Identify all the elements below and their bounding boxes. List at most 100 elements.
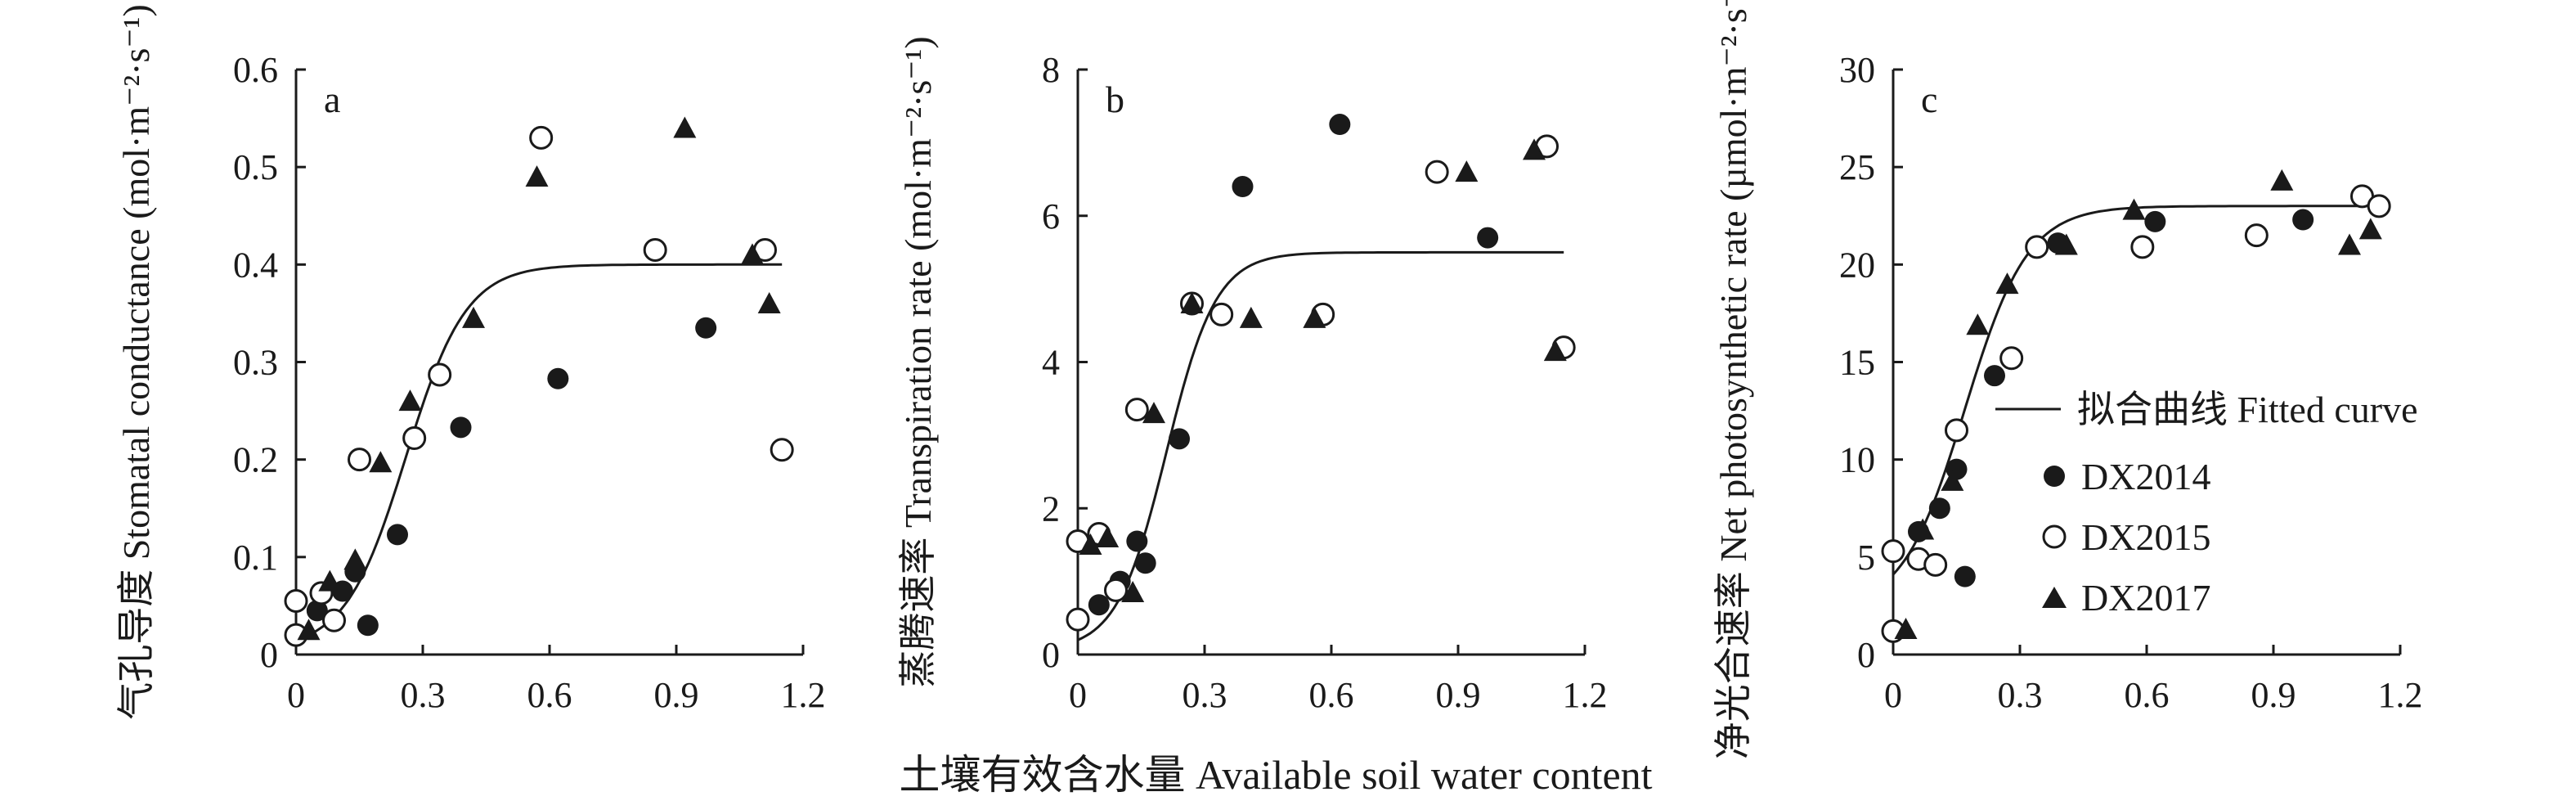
panel-letter: a: [324, 79, 340, 120]
dx2017-point: [673, 116, 697, 138]
dx2017-point: [525, 165, 549, 187]
dx2015-point: [2025, 235, 2049, 259]
dx2017-point: [2358, 218, 2382, 240]
x-tick-label: 0.6: [527, 675, 572, 715]
dx2014-point: [1329, 114, 1351, 136]
y-tick-label: 10: [1839, 440, 1875, 480]
y-tick-label: 2: [1042, 488, 1060, 529]
y-tick-label: 0.5: [233, 147, 278, 187]
x-tick-label: 1.2: [781, 675, 826, 715]
dx2017-point: [297, 619, 321, 641]
dx2015-point: [2367, 194, 2391, 218]
dx2015-point: [348, 448, 371, 472]
dx2017-point: [1995, 272, 2019, 295]
y-tick-label: 15: [1839, 343, 1875, 383]
x-tick-label: 0: [1069, 675, 1087, 715]
dx2015-point: [322, 608, 346, 632]
panel-letter: c: [1921, 79, 1937, 120]
dx2017-point: [1941, 469, 1964, 491]
dx2015-point: [1209, 302, 1234, 326]
legend-dx2014-marker: [2044, 466, 2065, 487]
dx2015-point: [2244, 223, 2269, 248]
dx2017-point: [369, 451, 393, 473]
legend-dx2017-marker: [2042, 587, 2067, 608]
dx2014-point: [547, 367, 569, 389]
chart-panel-c: 0 5 10 15 20 25 30 0 0.3 0.6 0.9 1.2 c 净光合速率 Net phot…: [1712, 0, 2423, 759]
dx2017-point: [1543, 340, 1567, 362]
dx2014-point: [695, 317, 717, 339]
x-tick-label: 0: [1884, 675, 1902, 715]
dx2017-point: [2122, 198, 2146, 220]
dx2017-point: [757, 292, 781, 313]
y-tick-label: 0.6: [233, 50, 278, 90]
dx2015-point: [1124, 398, 1149, 422]
x-tick-label: 0.3: [1183, 675, 1227, 715]
x-axis-label: 土壤有效含水量 Available soil water content: [899, 752, 1652, 798]
dx2017-point: [2270, 169, 2294, 191]
dx2017-point: [1121, 581, 1145, 603]
dx2014-point: [1477, 227, 1499, 249]
dx2015-point: [1104, 578, 1128, 602]
dx2014-point: [2292, 209, 2314, 231]
x-tick-label: 0.9: [1436, 675, 1481, 715]
y-tick-label: 0.4: [233, 245, 278, 285]
legend-dx2017-label: DX2017: [2081, 577, 2210, 619]
dx2015-point: [1999, 346, 2024, 371]
dx2017-point: [1239, 306, 1263, 328]
dx2017-point: [1142, 402, 1165, 424]
dx2017-point: [2054, 233, 2078, 255]
y-tick-label: 0.3: [233, 343, 278, 383]
dx2014-point: [1954, 565, 1976, 587]
dx2017-point: [1180, 292, 1204, 313]
dx2014-point: [306, 600, 328, 622]
x-tick-label: 0: [287, 675, 305, 715]
dx2014-point: [1928, 497, 1950, 520]
x-tick-label: 0.3: [401, 675, 446, 715]
dx2015-point: [402, 425, 427, 450]
dx2015-point: [428, 362, 452, 387]
fitted-curve: [1077, 250, 1564, 641]
x-tick-label: 1.2: [1563, 675, 1608, 715]
dx2015-point: [284, 588, 308, 613]
dx2014-point: [1984, 365, 2005, 387]
y-tick-label: 0: [1042, 635, 1060, 675]
dx2017-point: [1911, 518, 1935, 540]
dx2014-point: [1232, 176, 1254, 197]
dx2014-point: [1169, 428, 1190, 450]
y-axis-title: 净光合速率 Net photosynthetic rate (µmol·m⁻²·…: [1712, 0, 1754, 759]
y-tick-label: 5: [1857, 538, 1875, 578]
dx2015-point: [1923, 552, 1948, 577]
dx2017-point: [1096, 526, 1120, 547]
x-tick-label: 0.6: [2125, 675, 2170, 715]
y-tick-label: 0: [260, 635, 278, 675]
y-tick-label: 8: [1042, 50, 1060, 90]
dx2014-point: [357, 614, 379, 637]
chart-panel-a: 0 0.1 0.2 0.3 0.4 0.5 0.6 0 0.3 0.6 0.9 1.2 a 气孔导度 St…: [115, 4, 826, 720]
dx2015-point: [529, 125, 554, 150]
chart-panel-b: 0 2 4 6 8 0 0.3 0.6 0.9 1.2 b 蒸腾速率 Transpiration ra…: [897, 36, 1608, 715]
legend-fitted-label: 拟合曲线 Fitted curve: [2077, 389, 2418, 430]
dx2014-point: [450, 416, 472, 439]
fitted-curve: [295, 263, 783, 641]
dx2015-point: [1881, 539, 1905, 564]
y-tick-label: 4: [1042, 343, 1060, 383]
dx2015-point: [1425, 160, 1449, 184]
dx2014-point: [387, 524, 408, 546]
y-axis-title: 气孔导度 Stomatal conductance (mol·m⁻²·s⁻¹): [115, 4, 157, 720]
dx2017-point: [1079, 533, 1102, 555]
panel-letter: b: [1106, 79, 1124, 120]
dx2017-point: [1894, 618, 1918, 640]
legend-dx2014-label: DX2014: [2081, 456, 2210, 497]
dx2017-point: [1966, 313, 1990, 335]
x-tick-label: 0.3: [1998, 675, 2043, 715]
y-tick-label: 6: [1042, 196, 1060, 236]
dx2015-point: [2130, 235, 2155, 259]
x-tick-label: 0.9: [2251, 675, 2296, 715]
dx2015-point: [770, 438, 794, 462]
y-tick-label: 25: [1839, 147, 1875, 187]
x-tick-label: 0.9: [654, 675, 699, 715]
x-tick-label: 0.6: [1309, 675, 1354, 715]
dx2014-point: [2144, 210, 2166, 232]
dx2017-point: [741, 243, 764, 265]
